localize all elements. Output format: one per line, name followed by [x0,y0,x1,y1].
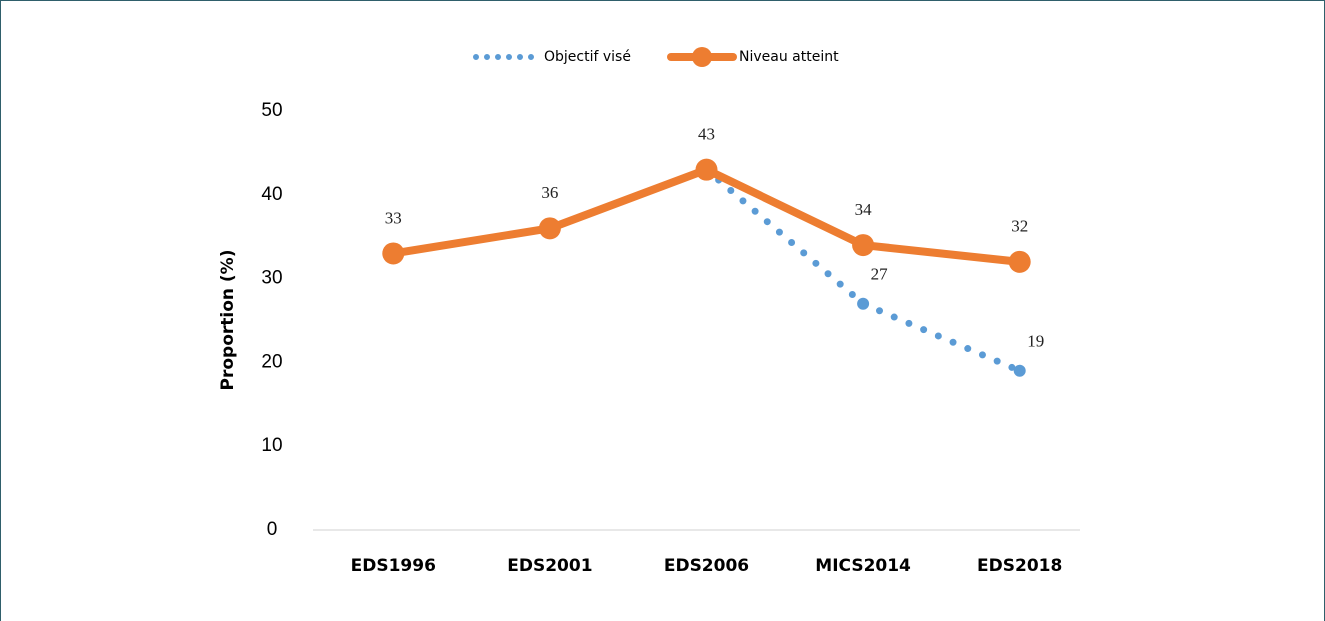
point-marker [695,158,718,181]
point-marker [857,297,870,310]
y-tick-label: 50 [261,100,282,121]
data-label: 34 [855,200,873,219]
y-axis-title: Proportion (%) [218,250,238,391]
x-tick-label: EDS2006 [664,556,749,576]
x-tick-label: EDS2001 [507,556,592,576]
data-label: 43 [698,125,715,144]
data-label: 33 [385,208,402,227]
point-marker [852,234,875,257]
y-tick-label: 30 [261,268,282,289]
legend-marker [692,47,712,67]
y-tick-label: 10 [261,435,282,456]
point-marker [538,217,561,240]
data-label: 32 [1011,217,1028,236]
y-tick-label: 40 [261,184,282,205]
point-marker [1013,364,1026,377]
x-tick-label: EDS2018 [977,556,1062,576]
x-tick-label: MICS2014 [815,556,911,576]
data-label: 36 [541,183,558,202]
data-label: 19 [1027,332,1044,351]
data-label: 27 [871,265,889,284]
point-marker [382,242,405,265]
y-tick-label: 20 [261,351,282,372]
y-tick-label: 0 [267,519,278,540]
legend-label: Objectif visé [544,49,631,65]
series-line [389,165,1024,266]
legend-label: Niveau atteint [739,49,839,65]
x-tick-label: EDS1996 [351,556,436,576]
point-marker [1008,250,1031,273]
